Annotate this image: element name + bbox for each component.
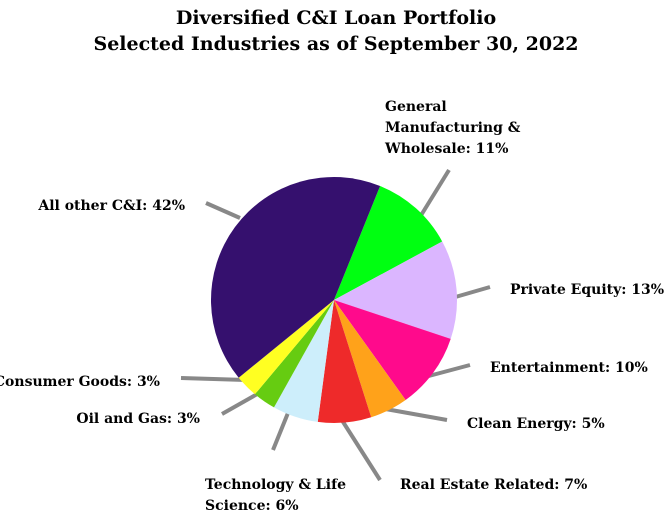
pie-slice-all-other-c-i [210, 177, 381, 378]
slice-label: Oil and Gas: 3% [76, 411, 200, 427]
slice-label: Entertainment: 10% [490, 360, 648, 376]
pie-slice-consumer-goods [238, 300, 334, 395]
slice-label-line: Wholesale: 11% [384, 141, 508, 157]
pie-slice-oil-and-gas [254, 300, 334, 408]
leader-line [271, 407, 292, 451]
slice-label-line: Manufacturing & [385, 120, 521, 136]
pie-slice-general-manufacturing-wholesale [334, 185, 443, 300]
pie-slice-entertainment [334, 300, 451, 401]
leader-line [418, 168, 451, 219]
slice-label: Real Estate Related: 7% [400, 477, 587, 493]
slice-label: Private Equity: 13% [510, 282, 664, 298]
slice-label: Technology & Life Science: 6% [205, 477, 346, 514]
leader-line [424, 363, 471, 379]
slice-label-line: Technology & Life [205, 477, 346, 493]
slice-label-line: Science: 6% [205, 498, 299, 514]
slice-label-line: Entertainment: 10% [490, 360, 648, 376]
slice-label: Consumer Goods: 3% [0, 374, 160, 390]
chart-title: Diversified C&I Loan Portfolio Selected … [93, 7, 578, 55]
leader-line [379, 406, 448, 422]
chart-title-line-1: Diversified C&I Loan Portfolio [176, 7, 496, 29]
leader-line [221, 391, 260, 416]
slice-label: Clean Energy: 5% [467, 416, 605, 432]
pie-slice-technology-life-science [273, 300, 334, 422]
slice-label-line: Oil and Gas: 3% [76, 411, 200, 427]
slice-label-line: Clean Energy: 5% [467, 416, 605, 432]
pie-slice-private-equity [334, 241, 457, 339]
slice-label: General Manufacturing & Wholesale: 11% [384, 99, 521, 157]
leader-line [180, 376, 247, 382]
pie-slices [210, 177, 457, 423]
leader-line [205, 201, 241, 220]
chart-title-line-2: Selected Industries as of September 30, … [93, 33, 578, 55]
pie-slice-clean-energy [334, 300, 406, 418]
slice-label-line: Real Estate Related: 7% [400, 477, 587, 493]
slice-labels: General Manufacturing & Wholesale: 11% Priv… [0, 99, 664, 514]
slice-label-line: General [385, 99, 447, 115]
slice-label: All other C&I: 42% [37, 198, 185, 214]
slice-label-line: Consumer Goods: 3% [0, 374, 160, 390]
slice-label-line: All other C&I: 42% [37, 198, 185, 214]
pie-slice-real-estate-related [317, 300, 372, 423]
slice-label-line: Private Equity: 13% [510, 282, 664, 298]
leader-line [336, 412, 382, 482]
